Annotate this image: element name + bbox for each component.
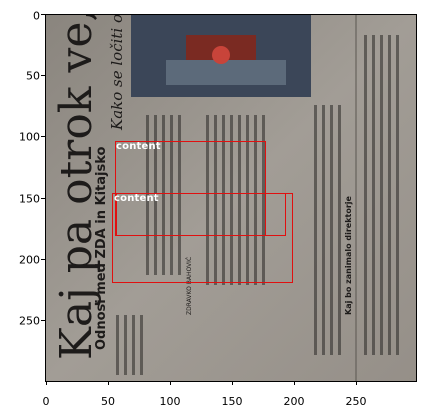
image-axes: Kaj pa otrok ve, koli Kako se ločiti od …: [45, 14, 417, 382]
x-tick-label: 50: [101, 395, 115, 408]
x-tick-mark: [232, 381, 233, 385]
y-tick-label: 50: [26, 69, 40, 83]
y-tick-mark: [41, 198, 45, 199]
x-tick-label: 250: [345, 395, 367, 408]
y-tick-mark: [41, 259, 45, 260]
y-tick-mark: [41, 136, 45, 137]
y-tick-label: 200: [19, 253, 40, 267]
x-tick-label: 0: [42, 395, 50, 408]
detection-label-2: content: [114, 193, 159, 204]
right-heading-text: Kaj bo zanimalo direktorje: [344, 196, 353, 315]
y-tick-mark: [41, 14, 45, 15]
x-tick-label: 100: [159, 395, 181, 408]
subheadline-text: Kako se ločiti od kit: [108, 14, 126, 130]
x-tick-mark: [356, 381, 357, 385]
y-tick-label: 100: [19, 130, 40, 144]
x-tick-mark: [108, 381, 109, 385]
y-tick-label: 150: [19, 192, 40, 206]
x-tick-mark: [46, 381, 47, 385]
section-title-text: Odnosi med ZDA in Kitajsko: [94, 146, 109, 350]
y-tick-mark: [41, 320, 45, 321]
x-tick-label: 200: [283, 395, 305, 408]
detection-box-2-inner: [116, 193, 286, 236]
detection-label-1: content: [116, 141, 161, 152]
x-tick-mark: [170, 381, 171, 385]
y-tick-label: 0: [33, 9, 40, 23]
y-tick-mark: [41, 75, 45, 76]
y-tick-label: 250: [19, 314, 40, 328]
newspaper-photo: [46, 15, 416, 381]
x-tick-mark: [294, 381, 295, 385]
x-tick-label: 150: [221, 395, 243, 408]
